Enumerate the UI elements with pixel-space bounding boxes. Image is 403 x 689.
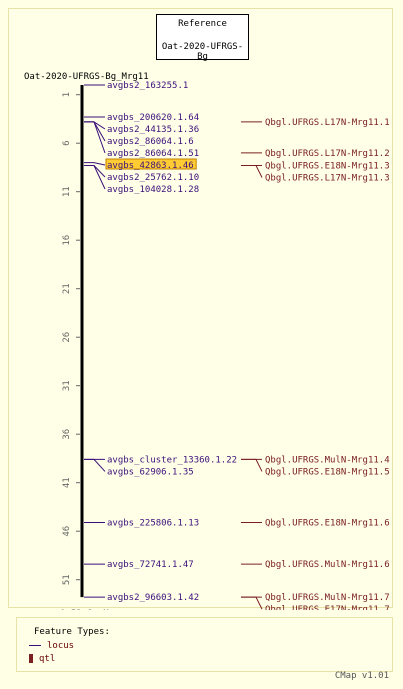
qtl-label[interactable]: Qbgl.UFRGS.MulN-Mrg11.4 — [265, 455, 390, 465]
qtl-bar-icon — [29, 654, 33, 663]
locus-connector — [84, 165, 106, 190]
legend-locus: locus — [29, 641, 74, 651]
map-frame — [8, 8, 393, 608]
map-title[interactable]: Oat-2020-UFRGS-Bg_Mrg11 — [24, 72, 149, 82]
locus-label[interactable]: avgbs2_25762.1.10 — [107, 173, 199, 183]
locus-label[interactable]: avgbs_225806.1.13 — [107, 518, 199, 528]
axis-tick-label: 21 — [62, 283, 72, 294]
qtl-label[interactable]: Qbgl.UFRGS.E18N-Mrg11.3 — [265, 162, 390, 172]
axis-tick-label: 1 — [62, 92, 72, 97]
qtl-label[interactable]: Qbgl.UFRGS.L17N-Mrg11.3 — [265, 174, 390, 184]
locus-label[interactable]: avgbs2_86064.1.51 — [107, 149, 199, 159]
axis-tick-label: 26 — [62, 332, 72, 343]
locus-label[interactable]: avgbs_42863.1.46 — [107, 161, 194, 171]
footer-version: CMap v1.01 — [334, 671, 389, 681]
qtl-label[interactable]: Qbgl.UFRGS.L17N-Mrg11.2 — [265, 149, 390, 159]
locus-highlight — [105, 158, 197, 170]
legend-qtl-label: qtl — [39, 654, 56, 664]
reference-map-name[interactable]: Oat-2020-UFRGS-Bg — [161, 42, 244, 62]
reference-box[interactable]: Reference Oat-2020-UFRGS-Bg — [156, 14, 249, 62]
axis-tick-label: 41 — [62, 477, 72, 488]
locus-label[interactable]: avgbs_cluster_13360.1.22 — [107, 455, 237, 465]
qtl-label[interactable]: Qbgl.UFRGS.MulN-Mrg11.6 — [265, 560, 390, 570]
locus-label[interactable]: avgbs_62906.1.35 — [107, 467, 194, 477]
legend-qtl: qtl — [29, 654, 55, 664]
locus-connector — [84, 162, 106, 166]
locus-connector — [84, 121, 106, 154]
map-range-label: 0-52.8 cM — [60, 609, 109, 610]
axis-tick-label: 11 — [62, 186, 72, 197]
axis-tick-label: 51 — [62, 574, 72, 585]
legend: Feature Types: locus qtl — [16, 617, 393, 672]
qtl-label[interactable]: Qbgl.UFRGS.E17N-Mrg11.7 — [265, 605, 390, 610]
comparative-map: Oat-2020-UFRGS-Bg_Mrg1116111621263136414… — [24, 72, 390, 610]
locus-label[interactable]: avgbs_200620.1.64 — [107, 113, 199, 123]
axis-tick-label: 36 — [62, 429, 72, 440]
qtl-label[interactable]: Qbgl.UFRGS.MulN-Mrg11.7 — [265, 593, 390, 603]
locus-line-icon — [29, 645, 41, 646]
locus-label[interactable]: avgbs2_86064.1.6 — [107, 137, 194, 147]
axis-tick-label: 6 — [62, 140, 72, 145]
qtl-label[interactable]: Qbgl.UFRGS.E18N-Mrg11.6 — [265, 518, 390, 528]
qtl-label[interactable]: Qbgl.UFRGS.E18N-Mrg11.5 — [265, 467, 390, 477]
qtl-label[interactable]: Qbgl.UFRGS.L17N-Mrg11.1 — [265, 118, 390, 128]
locus-label[interactable]: avgbs_72741.1.47 — [107, 560, 194, 570]
axis-tick-label: 31 — [62, 380, 72, 391]
qtl-connector — [241, 458, 263, 472]
locus-label[interactable]: avgbs2_44135.1.36 — [107, 125, 199, 135]
axis-tick-label: 46 — [62, 526, 72, 537]
reference-title: Reference — [178, 19, 227, 29]
locus-label[interactable]: avgbs2_96603.1.42 — [107, 593, 199, 603]
locus-label[interactable]: avgbs_104028.1.28 — [107, 185, 199, 195]
locus-connector — [84, 458, 106, 472]
legend-locus-label: locus — [47, 641, 75, 651]
qtl-connector — [241, 596, 263, 610]
locus-label[interactable]: avgbs2_163255.1 — [107, 81, 188, 91]
qtl-connector — [241, 165, 263, 178]
axis-tick-label: 16 — [62, 235, 72, 246]
legend-title: Feature Types: — [34, 627, 110, 637]
